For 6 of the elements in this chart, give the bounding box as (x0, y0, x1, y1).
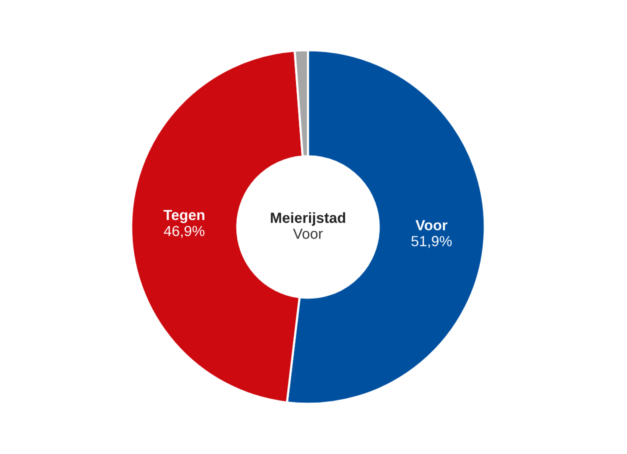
slice-label: Tegen (164, 210, 204, 224)
text: Voor (293, 228, 323, 239)
text: Meierijstad (270, 212, 346, 226)
slice-label: Voor (416, 220, 448, 230)
data-label: 46,9% (164, 226, 204, 238)
data-label: 51,9% (411, 236, 452, 248)
